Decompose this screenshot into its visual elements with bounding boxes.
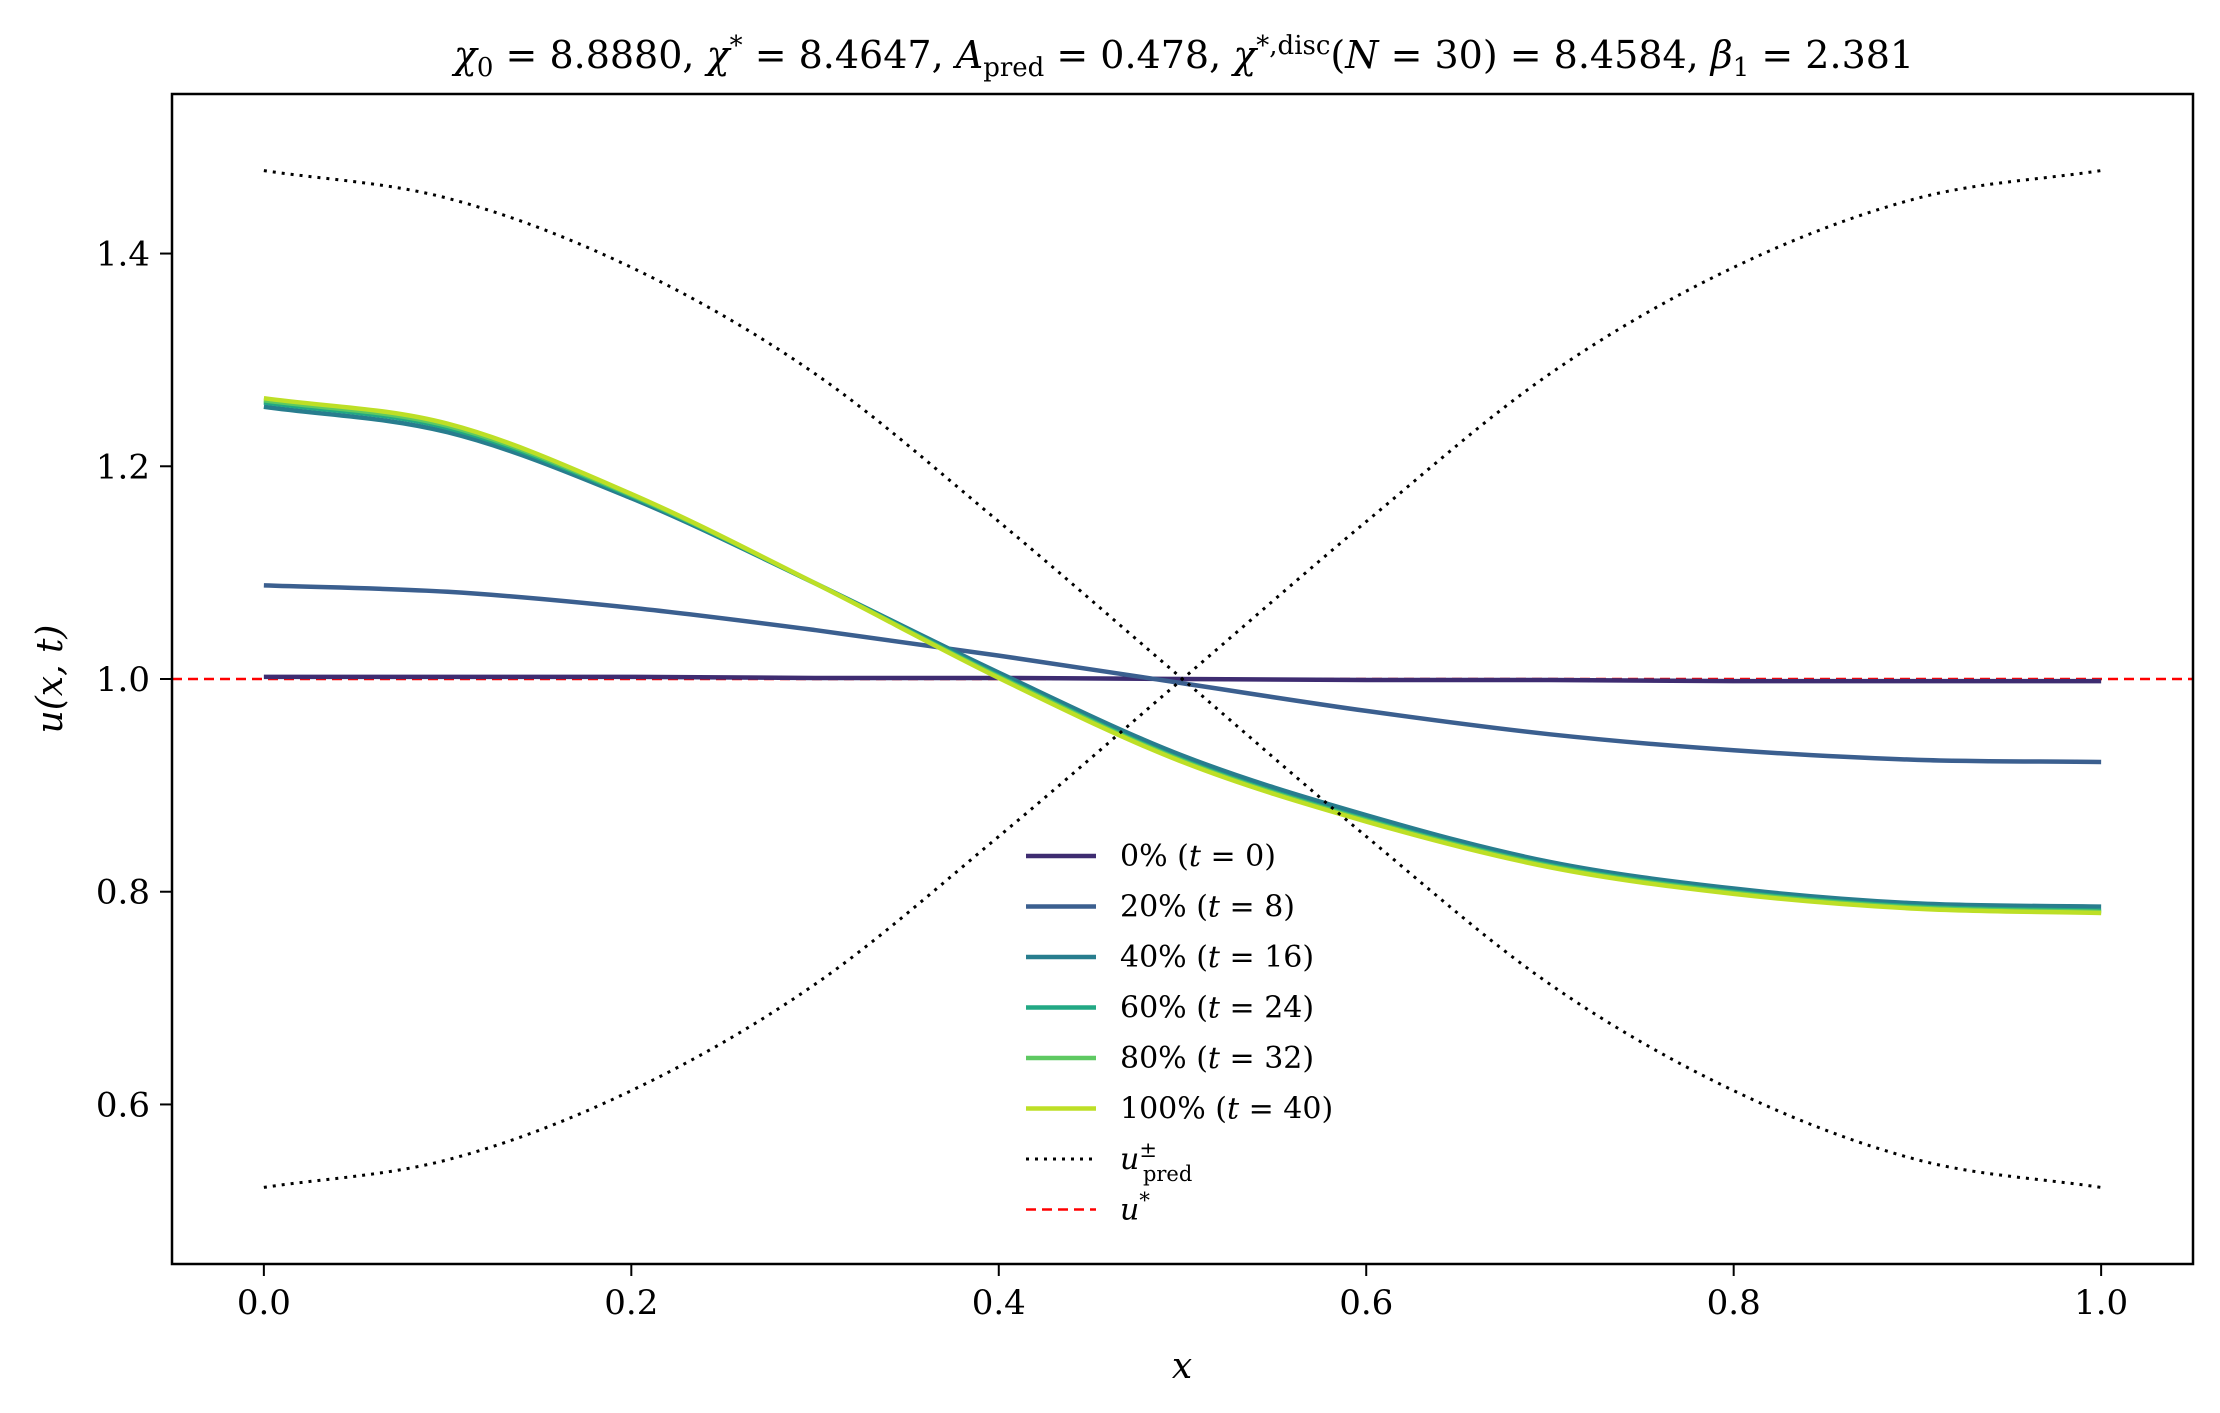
x-tick-label: 1.0 [2074, 1283, 2128, 1323]
x-tick-label: 0.4 [972, 1283, 1026, 1323]
y-tick-label: 1.2 [96, 447, 150, 487]
legend-label-5: 100% (t = 40) [1120, 1092, 1333, 1127]
x-tick-label: 0.2 [604, 1283, 658, 1323]
legend-label-3: 60% (t = 24) [1120, 991, 1314, 1026]
series-line-1 [263, 583, 2102, 765]
x-tick-label: 0.8 [1707, 1283, 1761, 1323]
y-tick-label: 0.6 [96, 1085, 150, 1125]
y-axis-label: u(x, t) [30, 625, 71, 734]
y-tick-label: 1.0 [96, 660, 150, 700]
legend-label-6: u± pred [1120, 1138, 1192, 1186]
y-tick-label: 1.4 [96, 235, 150, 275]
legend-label-1: 20% (t = 8) [1120, 890, 1295, 925]
series-line-5 [263, 395, 2102, 916]
x-tick-label: 0.6 [1339, 1283, 1393, 1323]
legend-label-0: 0% (t = 0) [1120, 839, 1276, 874]
chart-title: χ0 = 8.8880, χ* = 8.4647, Apred = 0.478,… [451, 31, 1914, 83]
legend-label-2: 40% (t = 16) [1120, 940, 1314, 975]
u-pred-minus-line [263, 169, 2102, 1189]
legend: 0% (t = 0) 20% (t = 8) 40% (t = 16) 60% (t … [1026, 839, 1333, 1228]
x-tick-label: 0.0 [237, 1283, 291, 1323]
legend-label-4: 80% (t = 32) [1120, 1041, 1314, 1076]
legend-label-7: u* [1120, 1189, 1150, 1228]
series-line-2 [263, 404, 2102, 909]
x-axis-label: x [1172, 1346, 1192, 1387]
y-tick-label: 0.8 [96, 873, 150, 913]
